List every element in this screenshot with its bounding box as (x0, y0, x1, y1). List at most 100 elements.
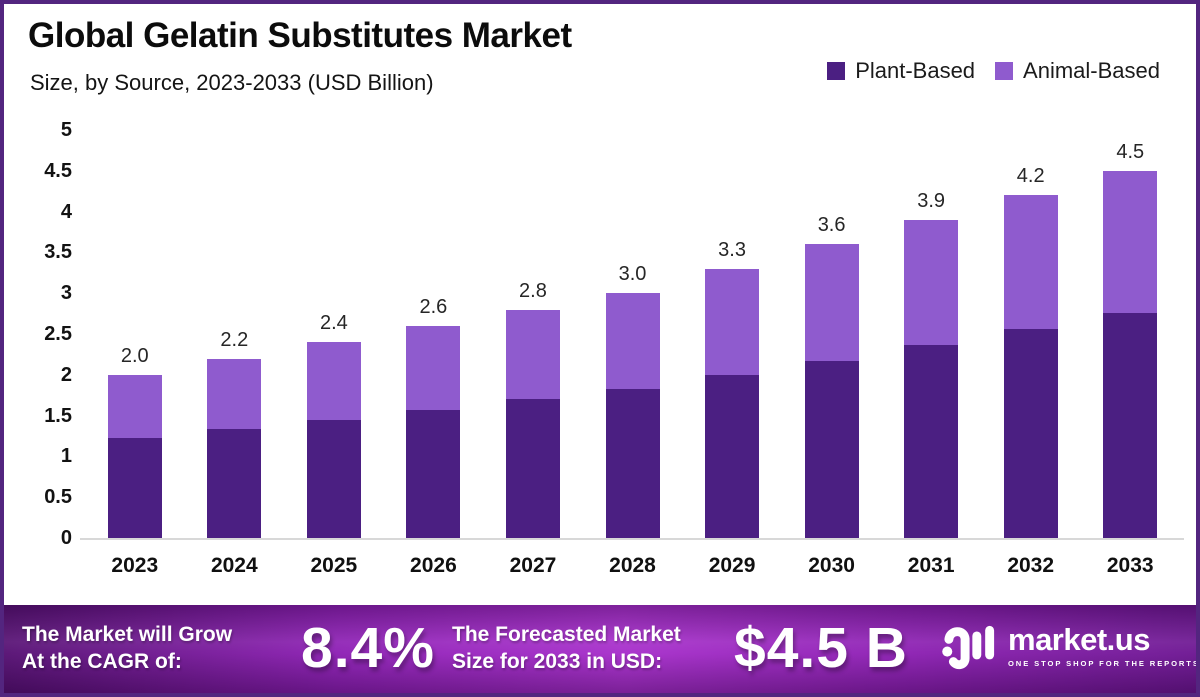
animal-based-segment (107, 374, 162, 439)
x-axis-tick-label: 2024 (210, 554, 258, 577)
bar-total-label: 2.2 (220, 328, 249, 351)
plant-based-segment (406, 409, 461, 538)
bar-column: 3.3 (682, 130, 782, 538)
x-axis-tick-label: 2028 (609, 554, 656, 577)
bar-column: 2.0 (85, 130, 185, 538)
stacked-bar (1103, 170, 1158, 538)
plant-based-segment (605, 388, 660, 538)
bar-total-label: 2.0 (120, 344, 149, 367)
x-axis-tick-label: 2027 (509, 554, 557, 577)
bar-column: 4.5 (1080, 130, 1180, 538)
legend-item-plant-based: Plant-Based (827, 58, 975, 84)
bottom-banner: The Market will Grow At the CAGR of: 8.4… (4, 605, 1196, 693)
stacked-bar (705, 268, 760, 538)
x-axis-line (80, 538, 1184, 540)
x-axis-labels: 2023 2024 2025 2026 2027 2028 2029 2030 2031 2032… (85, 554, 1180, 578)
x-axis-tick-label: 2030 (808, 554, 855, 577)
x-axis-tick-label: 2031 (907, 554, 955, 577)
plant-based-segment (1003, 329, 1058, 538)
bar-total-label: 3.0 (618, 263, 647, 286)
animal-based-swatch (995, 62, 1014, 80)
forecast-label-line1: The Forecasted Market (452, 623, 681, 646)
x-axis-tick-label: 2029 (708, 554, 756, 577)
animal-based-segment (705, 268, 760, 375)
bar-column: 3.9 (881, 130, 981, 538)
legend: Plant-Based Animal-Based (827, 58, 1160, 84)
bar-total-label: 3.3 (718, 238, 746, 261)
stacked-bar (904, 219, 959, 538)
animal-based-segment (207, 358, 262, 430)
y-axis-tick-label: 1 (60, 445, 72, 468)
forecast-label: The Forecasted Market Size for 2033 in U… (452, 621, 681, 675)
forecast-label-line2: Size for 2033 in USD: (452, 650, 663, 673)
marketus-logo: market.us ONE STOP SHOP FOR THE REPORTS (940, 621, 1196, 671)
stacked-bar (505, 309, 560, 538)
bar-total-label: 4.5 (1116, 140, 1145, 163)
bar-column: 2.8 (483, 130, 583, 538)
stacked-bar (1003, 195, 1058, 538)
animal-based-segment (406, 325, 461, 410)
y-axis-tick-label: 4.5 (44, 159, 72, 182)
plant-based-segment (207, 429, 262, 538)
plant-based-segment (1103, 312, 1158, 538)
animal-based-segment (1103, 170, 1158, 313)
marketus-logo-icon (942, 625, 995, 670)
bar-column: 3.6 (782, 130, 882, 538)
x-axis-tick-label: 2033 (1106, 554, 1154, 577)
stacked-bar (207, 358, 262, 538)
chart-stage: Global Gelatin Substitutes Market Size, … (4, 4, 1196, 693)
bar-total-label: 3.6 (817, 214, 846, 237)
animal-based-segment (605, 293, 660, 389)
plant-based-segment (705, 374, 760, 538)
legend-label: Plant-Based (855, 58, 976, 83)
stacked-bar (107, 374, 162, 538)
y-axis-tick-label: 2.5 (44, 323, 72, 345)
stacked-bar (406, 325, 461, 538)
cagr-value: 8.4% (301, 616, 435, 680)
bar-total-label: 2.6 (419, 295, 448, 318)
y-axis-tick-label: 2 (60, 363, 72, 386)
plant-based-segment (107, 438, 162, 538)
stacked-bar (605, 293, 660, 538)
animal-based-segment (804, 244, 859, 361)
logo-name: market.us (1008, 622, 1150, 657)
forecast-value: $4.5 B (734, 616, 908, 680)
bar-column: 2.2 (185, 130, 285, 538)
y-axis-tick-label: 3 (60, 282, 72, 305)
animal-based-segment (306, 342, 361, 420)
animal-based-segment (1003, 195, 1058, 330)
y-axis-tick-label: 0 (60, 527, 72, 549)
legend-item-animal-based: Animal-Based (995, 58, 1160, 84)
legend-label: Animal-Based (1023, 58, 1160, 83)
bar-total-label: 2.4 (319, 312, 348, 335)
cagr-label-line2: At the CAGR of: (22, 650, 182, 673)
x-axis-tick-label: 2025 (310, 554, 358, 577)
cagr-label: The Market will Grow At the CAGR of: (22, 621, 232, 675)
bar-column: 2.6 (384, 130, 484, 538)
bar-column: 4.2 (981, 130, 1081, 538)
bar-total-label: 4.2 (1016, 165, 1045, 188)
page-title: Global Gelatin Substitutes Market (28, 16, 572, 55)
stacked-bar (804, 244, 859, 538)
plant-based-swatch (827, 62, 846, 80)
y-axis-tick-label: 4 (60, 200, 72, 223)
bar-total-label: 2.8 (519, 279, 547, 302)
x-axis-tick-label: 2032 (1007, 554, 1055, 577)
y-axis-tick-label: 3.5 (44, 241, 72, 264)
y-axis-tick-label: 1.5 (44, 404, 72, 427)
animal-based-segment (505, 309, 560, 400)
page-subtitle: Size, by Source, 2023-2033 (USD Billion) (30, 70, 434, 95)
plant-based-segment (306, 419, 361, 538)
x-axis-tick-label: 2023 (111, 554, 159, 577)
plant-based-segment (505, 399, 560, 538)
plot-area: 2.0 2.2 2.4 2.6 2.8 3.0 3.3 3.6 3.9 4.2 4.5 (85, 130, 1180, 538)
cagr-label-line1: The Market will Grow (22, 623, 233, 646)
stacked-bar (306, 342, 361, 538)
plant-based-segment (904, 345, 959, 538)
y-axis-tick-label: 5 (60, 119, 72, 141)
animal-based-segment (904, 219, 959, 346)
plant-based-segment (804, 360, 859, 538)
bar-column: 2.4 (284, 130, 384, 538)
bar-column: 3.0 (583, 130, 683, 538)
